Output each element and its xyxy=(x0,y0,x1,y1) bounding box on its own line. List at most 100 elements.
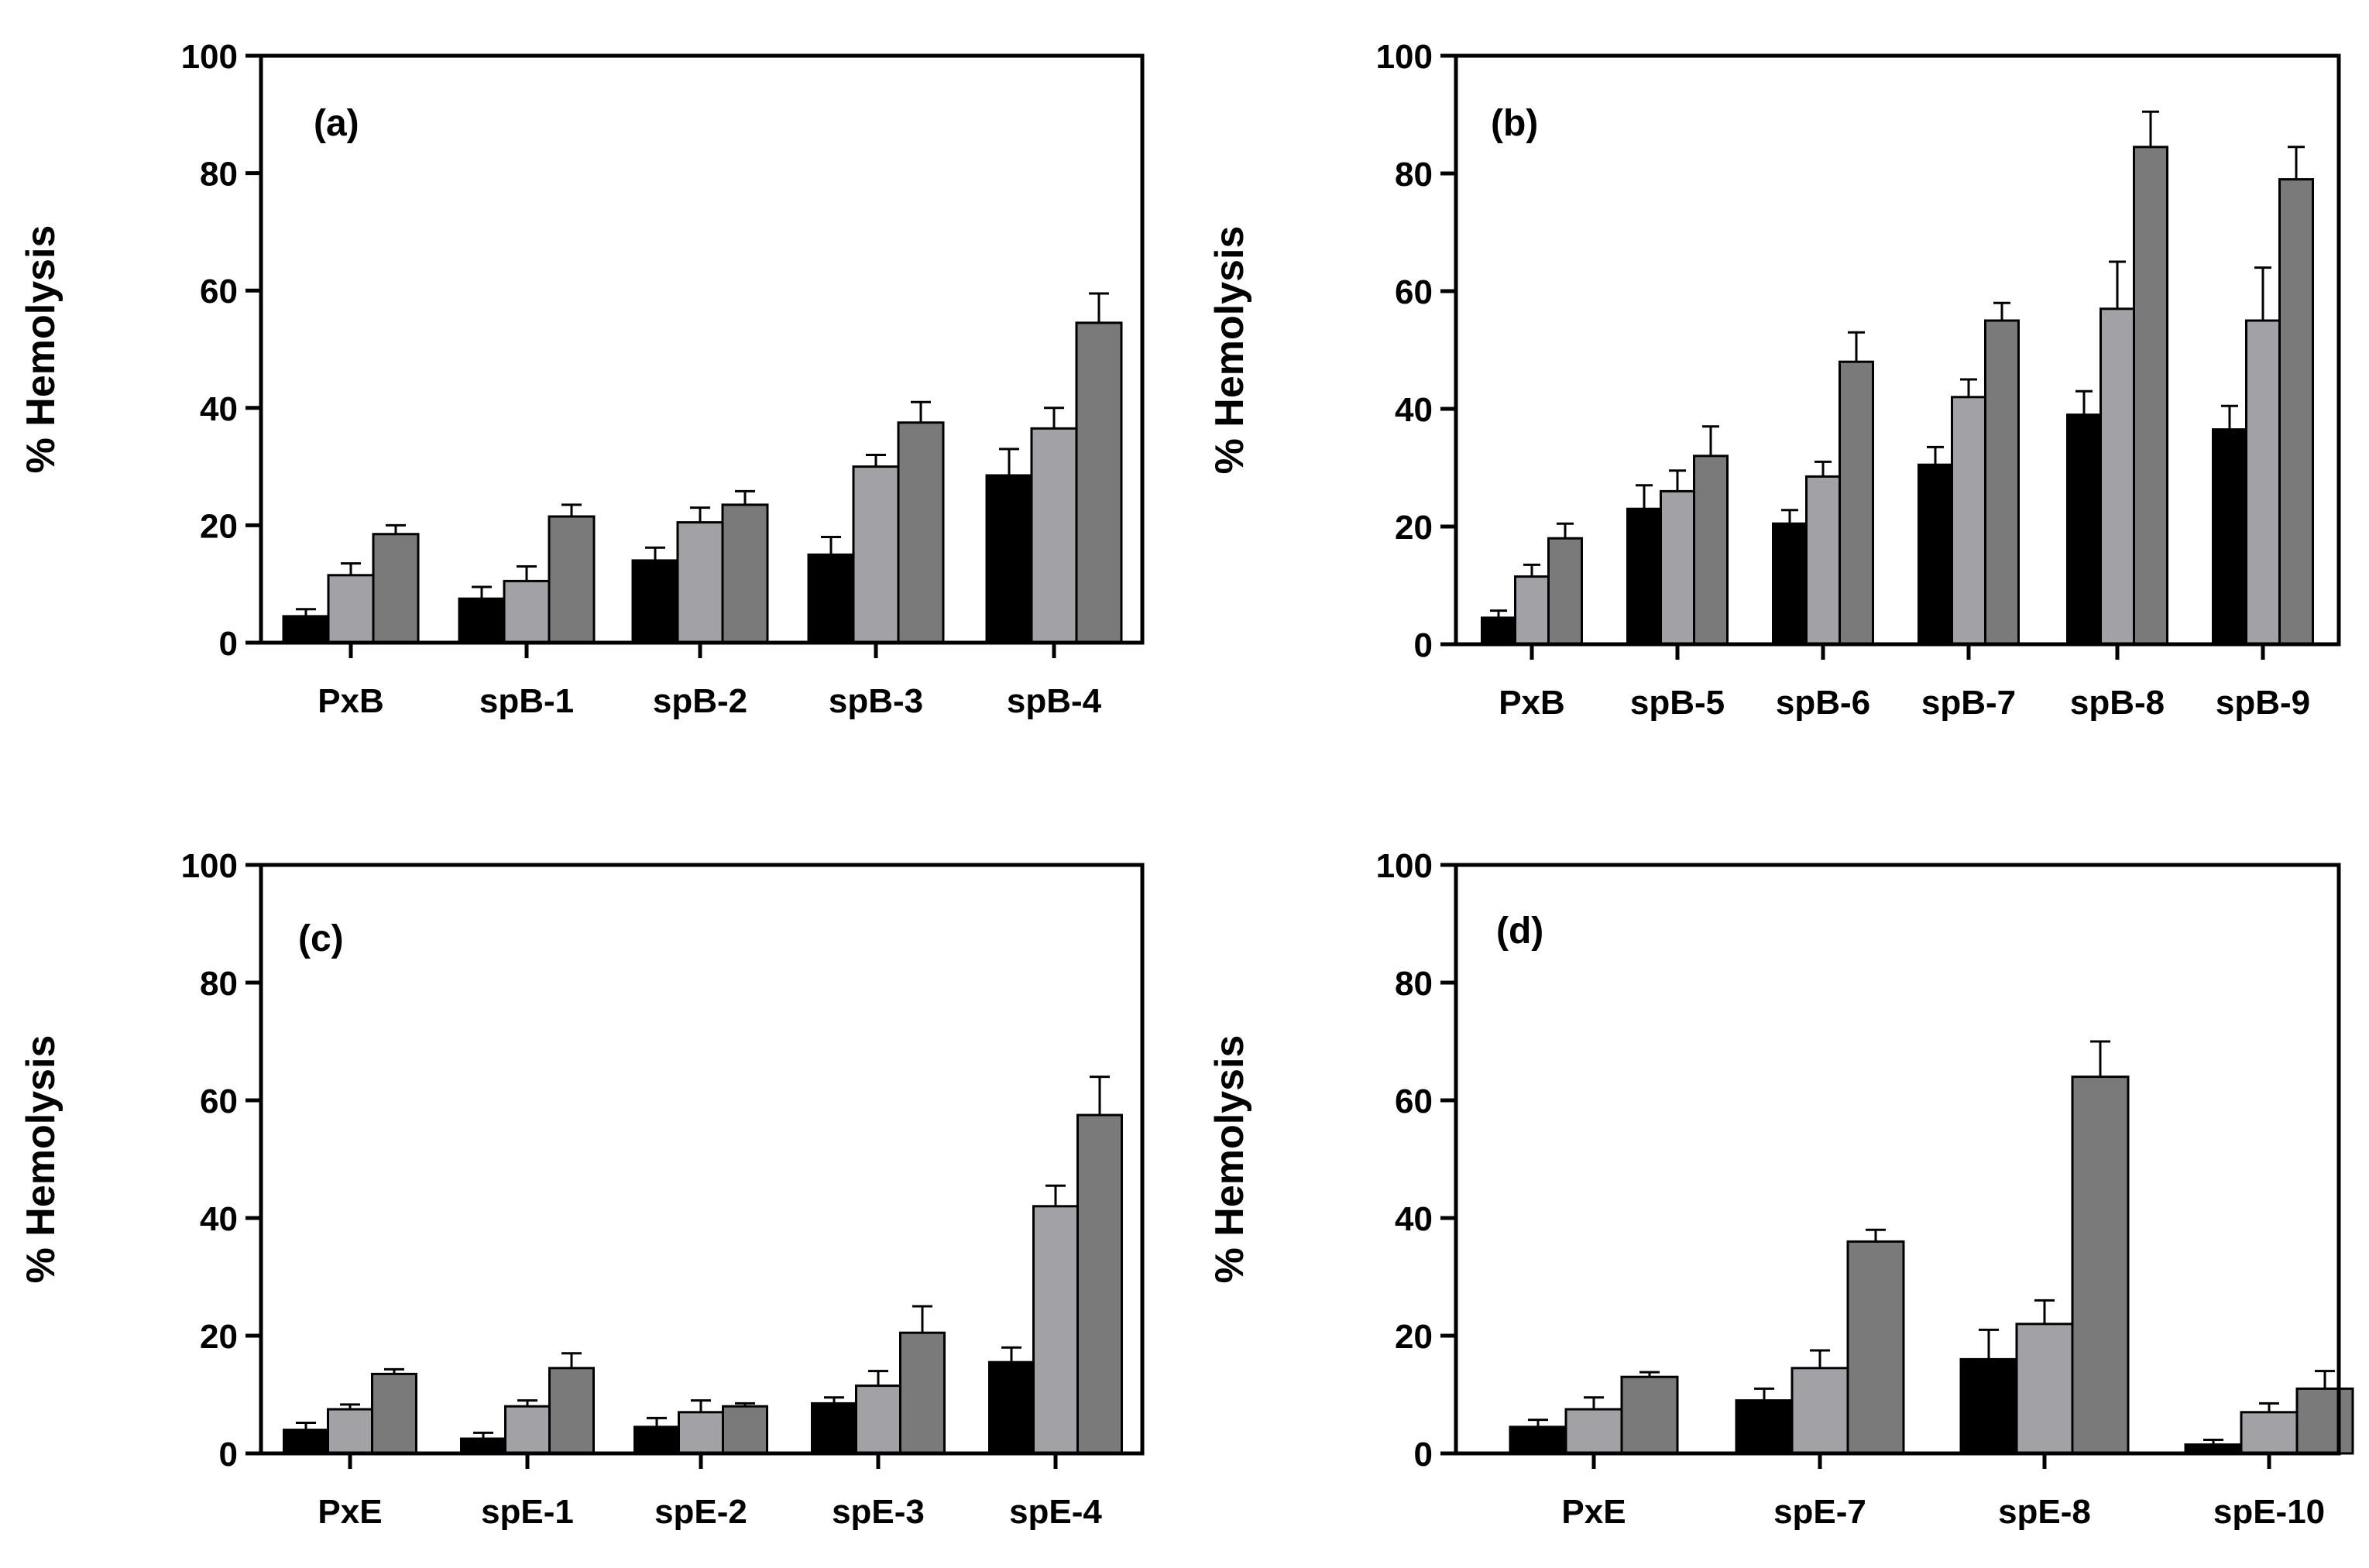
x-tick-label: PxE xyxy=(1561,1493,1626,1531)
bar xyxy=(460,1437,506,1455)
bar xyxy=(1693,455,1729,646)
bar xyxy=(1805,475,1841,646)
bar xyxy=(633,1426,680,1455)
bar xyxy=(2133,146,2168,646)
x-tick-label: spB-1 xyxy=(479,682,574,720)
bar xyxy=(855,1384,901,1455)
y-tick-label: 20 xyxy=(200,1318,238,1356)
bar xyxy=(2212,428,2247,646)
y-tick-label: 100 xyxy=(181,38,238,76)
bar xyxy=(899,1331,946,1455)
bar xyxy=(2245,319,2281,646)
y-tick-label: 40 xyxy=(200,390,238,428)
y-tick-label: 100 xyxy=(1376,38,1433,76)
y-tick-label: 40 xyxy=(1395,391,1433,429)
x-tick-label: PxE xyxy=(318,1493,382,1531)
y-tick-label: 0 xyxy=(219,1436,238,1474)
bar xyxy=(1772,522,1808,646)
y-axis-title: % Hemolysis xyxy=(19,1035,64,1284)
bar xyxy=(1839,360,1874,646)
bar xyxy=(1918,463,1953,646)
y-tick-label: 100 xyxy=(181,847,238,885)
y-tick-label: 80 xyxy=(200,965,238,1003)
bar xyxy=(1626,507,1662,646)
chart-panel-2: PxB spB-5 spB-6 spB-7 spB-8 spB-9 0 20 40 60 80 100… xyxy=(1207,38,2341,722)
plot-frame xyxy=(259,863,1145,1456)
x-tick-label: spE-2 xyxy=(654,1493,747,1531)
plot-frame xyxy=(1454,863,2341,1456)
x-tick-label: spB-9 xyxy=(2216,684,2310,722)
x-tick-label: spB-4 xyxy=(1007,682,1102,720)
bar xyxy=(548,1367,595,1455)
panel-label: (b) xyxy=(1491,103,1538,144)
x-tick-label: spE-3 xyxy=(832,1493,925,1531)
plot-frame xyxy=(1454,53,2341,647)
x-tick-label: spE-1 xyxy=(481,1493,574,1531)
bar xyxy=(327,574,375,644)
chart-panel-3: PxE spE-1 spE-2 spE-3 spE-4 0 20 40 60 80 100 (c) % … xyxy=(19,847,1145,1531)
bar xyxy=(2066,413,2102,646)
y-tick-label: 60 xyxy=(1395,1083,1433,1120)
bar xyxy=(1959,1357,2018,1455)
x-tick-label: spB-2 xyxy=(653,682,747,720)
x-tick-label: spE-7 xyxy=(1773,1493,1866,1531)
bar xyxy=(1846,1240,1905,1455)
y-tick-label: 0 xyxy=(1414,626,1433,664)
panel-label: (c) xyxy=(298,918,344,959)
x-tick-label: PxB xyxy=(1499,684,1565,722)
x-tick-label: spB-7 xyxy=(1921,684,2016,722)
y-tick-label: 40 xyxy=(200,1200,238,1238)
bar xyxy=(721,503,769,644)
bar xyxy=(1790,1367,1849,1455)
y-tick-label: 20 xyxy=(1395,1318,1433,1356)
x-tick-label: spE-4 xyxy=(1009,1493,1102,1531)
bar xyxy=(852,465,900,644)
bar xyxy=(548,515,596,644)
panel-label: (d) xyxy=(1496,911,1543,952)
x-tick-label: spE-8 xyxy=(1998,1493,2091,1531)
y-tick-label: 60 xyxy=(200,1083,238,1120)
bar xyxy=(1509,1426,1567,1455)
y-tick-label: 0 xyxy=(1414,1436,1433,1474)
y-axis-title: % Hemolysis xyxy=(1207,1035,1252,1284)
bar xyxy=(458,597,506,644)
panel-label: (a) xyxy=(314,103,359,144)
bar xyxy=(2071,1076,2130,1455)
y-tick-label: 80 xyxy=(1395,156,1433,194)
bar xyxy=(1984,319,2020,646)
bar xyxy=(807,553,855,644)
bar xyxy=(282,615,330,644)
bar xyxy=(676,521,724,644)
bar xyxy=(2099,307,2135,646)
bar xyxy=(2278,178,2314,646)
bar xyxy=(1564,1408,1623,1455)
bar xyxy=(1481,616,1516,646)
y-tick-label: 60 xyxy=(200,273,238,311)
plot-frame xyxy=(259,53,1145,645)
bar xyxy=(2295,1387,2354,1455)
y-tick-label: 20 xyxy=(1395,509,1433,547)
y-tick-label: 80 xyxy=(200,156,238,194)
bar xyxy=(897,421,945,644)
x-tick-label: spB-5 xyxy=(1630,684,1725,722)
bar xyxy=(1951,396,1986,646)
bar xyxy=(372,533,420,644)
bar xyxy=(1075,321,1123,644)
x-tick-label: PxB xyxy=(318,682,384,720)
bar xyxy=(1514,575,1550,646)
bar xyxy=(678,1411,724,1455)
y-axis-title: % Hemolysis xyxy=(19,225,64,474)
bar xyxy=(1620,1375,1679,1455)
bar xyxy=(504,1405,551,1455)
x-tick-label: spE-10 xyxy=(2213,1493,2325,1531)
bar xyxy=(811,1402,857,1455)
bar xyxy=(371,1372,417,1455)
y-axis-title: % Hemolysis xyxy=(1207,226,1252,475)
bar xyxy=(2015,1323,2074,1455)
bar xyxy=(1030,427,1078,644)
bar xyxy=(631,559,679,644)
bar xyxy=(327,1408,373,1455)
chart-panel-4: PxE spE-7 spE-8 spE-10 0 20 40 60 80 100 (d) % Hemo… xyxy=(1207,847,2354,1531)
bar xyxy=(503,579,551,644)
